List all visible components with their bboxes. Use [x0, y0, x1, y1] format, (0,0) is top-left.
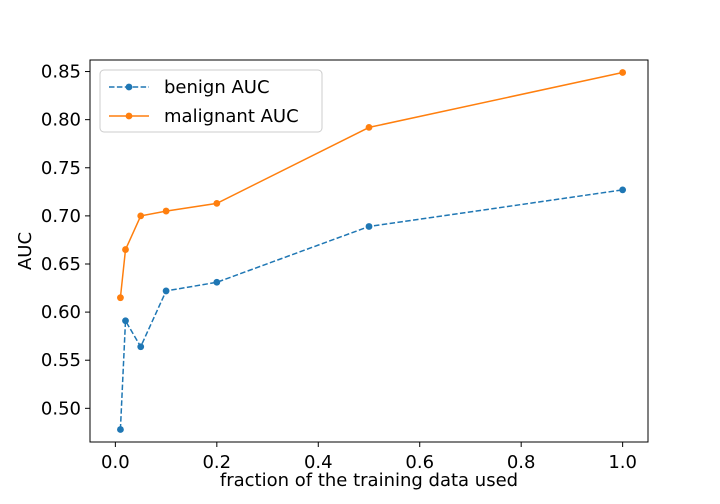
x-tick-label: 0.0: [101, 452, 130, 473]
y-tick-label: 0.70: [41, 206, 81, 227]
plot-area: [89, 59, 649, 443]
legend-item-malignant-auc: malignant AUC: [109, 106, 299, 127]
data-point-benign-auc: [619, 186, 627, 194]
data-point-benign-auc: [137, 343, 145, 351]
data-point-benign-auc: [117, 426, 124, 433]
y-axis-ticks: 0.50 0.55 0.60 0.65 0.70 0.75 0.80 0.85: [41, 62, 90, 419]
y-axis-label: AUC: [15, 232, 36, 270]
y-tick-label: 0.55: [41, 350, 81, 371]
series-benign-auc: [117, 186, 627, 433]
data-point-malignant-auc: [365, 123, 373, 131]
x-tick-label: 0.2: [202, 452, 231, 473]
data-point-malignant-auc: [162, 207, 170, 215]
y-tick-label: 0.80: [41, 110, 81, 131]
y-tick-label: 0.75: [41, 158, 81, 179]
legend-item-benign-auc: benign AUC: [109, 77, 270, 98]
data-point-benign-auc: [162, 287, 170, 295]
data-point-malignant-auc: [619, 69, 627, 76]
x-axis-label: fraction of the training data used: [220, 470, 518, 491]
data-point-malignant-auc: [137, 212, 145, 220]
y-tick-label: 0.60: [41, 302, 81, 323]
plot-frame: [89, 59, 649, 443]
y-tick-label: 0.65: [41, 254, 81, 275]
y-tick-label: 0.50: [41, 398, 81, 419]
series-layer: [117, 69, 627, 433]
data-point-malignant-auc: [213, 199, 221, 207]
x-tick-label: 1.0: [608, 452, 637, 473]
data-point-benign-auc: [122, 317, 129, 325]
data-point-benign-auc: [213, 278, 221, 286]
x-tick-label: 0.4: [304, 452, 333, 473]
x-tick-label: 0.6: [405, 452, 434, 473]
legend-label: benign AUC: [164, 77, 270, 98]
legend-swatch-marker: [125, 83, 133, 91]
data-point-malignant-auc: [122, 246, 129, 253]
legend-box: [99, 69, 323, 133]
legend-swatch-marker: [125, 112, 133, 120]
legend-label: malignant AUC: [164, 106, 299, 127]
x-axis-ticks: 0.0 0.2 0.4 0.6 0.8 1.0: [101, 442, 637, 473]
data-point-benign-auc: [365, 223, 373, 230]
y-tick-label: 0.85: [41, 62, 81, 83]
x-tick-label: 0.8: [507, 452, 536, 473]
legend: benign AUC malignant AUC: [99, 69, 323, 133]
series-malignant-auc: [117, 69, 627, 302]
data-point-malignant-auc: [117, 294, 124, 302]
